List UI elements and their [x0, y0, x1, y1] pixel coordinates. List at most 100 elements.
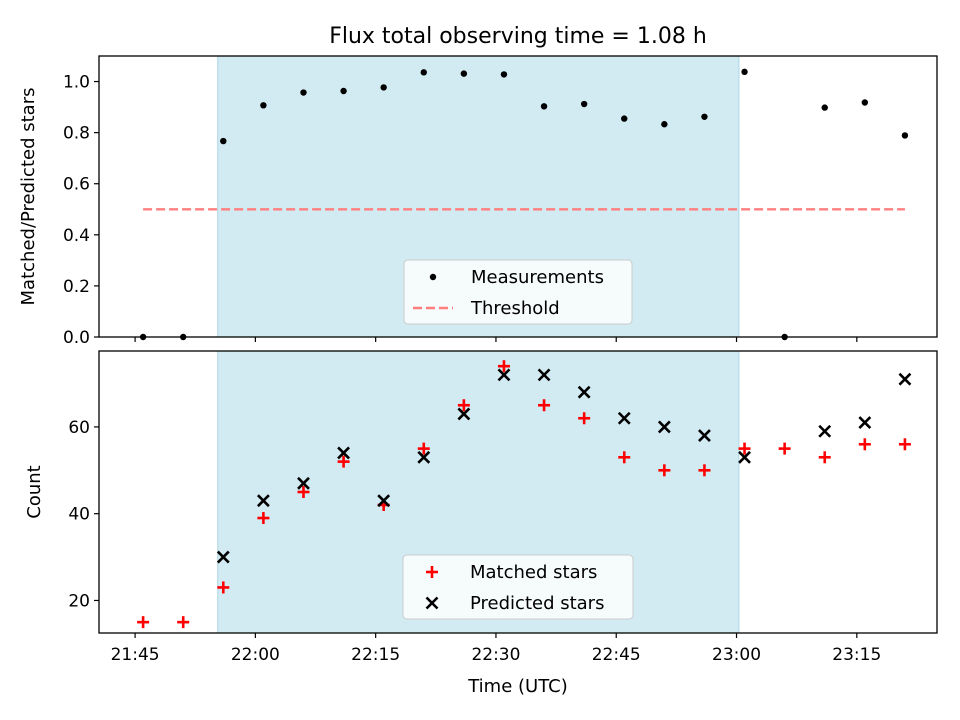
data-point-b — [698, 429, 711, 443]
y-tick-label: 0.2 — [63, 277, 90, 297]
y-tick-label: 40 — [68, 505, 90, 525]
data-point — [898, 438, 911, 451]
data-point — [738, 450, 751, 464]
y-tick-label: 20 — [68, 591, 90, 611]
data-point — [380, 84, 387, 91]
data-point — [497, 368, 511, 382]
data-point — [858, 438, 871, 451]
legend-marker-b — [425, 596, 439, 610]
data-point — [257, 512, 270, 525]
data-point — [137, 616, 150, 629]
legend: Measurements Threshold — [403, 259, 633, 325]
legend-label: Matched stars — [470, 562, 597, 583]
x-tick-label: 22:30 — [471, 645, 520, 665]
data-point — [580, 100, 588, 108]
data-point — [260, 102, 267, 109]
x-tick-label: 22:15 — [351, 645, 400, 665]
data-point — [618, 451, 631, 464]
x-tick-label: 23:00 — [712, 645, 761, 665]
data-point-b — [297, 476, 310, 490]
y-axis-label: Matched/Predicted stars — [18, 88, 39, 306]
data-point — [617, 411, 631, 425]
legend-marker — [426, 566, 438, 578]
data-point — [901, 132, 909, 139]
data-point — [898, 372, 912, 386]
x-tick-label: 23:15 — [832, 645, 881, 665]
data-point-b — [617, 411, 631, 425]
data-point-b — [858, 416, 872, 430]
y-axis-label: Count — [24, 465, 45, 518]
data-point — [577, 385, 591, 399]
data-point — [340, 87, 347, 95]
data-point-b — [457, 407, 471, 421]
y-tick-label: 60 — [68, 418, 90, 438]
series-predicted-stars — [216, 368, 912, 564]
data-point — [818, 451, 831, 464]
x-tick-label: 21:45 — [111, 645, 160, 665]
x-tick-label: 22:00 — [231, 645, 280, 665]
series-measurements — [139, 68, 909, 341]
data-point — [217, 581, 230, 594]
x-axis-label: Time (UTC) — [467, 676, 568, 697]
data-point-b — [577, 385, 591, 399]
data-point — [858, 416, 872, 430]
data-point-b — [738, 450, 751, 464]
data-point-b — [497, 368, 511, 382]
legend-label: Threshold — [470, 298, 560, 319]
data-point — [220, 137, 227, 145]
data-point — [661, 121, 668, 128]
data-point — [497, 360, 510, 373]
data-point — [417, 450, 431, 464]
data-point — [457, 407, 471, 421]
data-point-b — [256, 494, 270, 508]
data-point — [621, 115, 628, 122]
data-point — [578, 412, 591, 425]
ratio-panel: 0.0 0.2 0.4 0.6 0.8 1.0 Matched/Predicted star… — [18, 55, 938, 348]
data-point — [537, 368, 551, 382]
data-point — [500, 71, 508, 78]
legend-box — [402, 554, 634, 620]
data-point — [861, 99, 869, 106]
legend: Matched stars Predicted stars — [402, 554, 634, 620]
data-point — [540, 103, 548, 110]
legend-label: Measurements — [471, 267, 604, 288]
x-tick-label: 22:45 — [592, 645, 641, 665]
data-point — [741, 68, 748, 76]
y-tick-label: 1.0 — [63, 73, 90, 93]
y-tick-label: 0.0 — [63, 328, 90, 348]
data-point — [177, 616, 190, 629]
data-point — [300, 89, 307, 96]
data-point — [701, 113, 708, 120]
data-point-b — [337, 446, 351, 460]
data-point — [457, 399, 470, 412]
data-point — [420, 69, 427, 76]
count-panel: 20 40 60 21:45 22:00 22:15 22:30 22:45 23:00 23:1… — [24, 350, 938, 665]
data-point — [216, 550, 230, 564]
y-tick-label: 0.8 — [63, 124, 90, 144]
data-point — [337, 455, 350, 468]
data-point — [256, 494, 270, 508]
data-point — [297, 486, 310, 498]
legend-label: Predicted stars — [470, 593, 604, 614]
legend-marker — [429, 273, 437, 281]
data-point — [417, 442, 430, 455]
data-point — [698, 464, 711, 477]
y-tick-label: 0.4 — [63, 226, 90, 246]
data-point — [738, 442, 751, 455]
legend-marker — [425, 596, 439, 610]
data-point-b — [417, 450, 431, 464]
data-point-b — [898, 372, 912, 386]
data-point-b — [537, 368, 551, 382]
chart-title: Flux total observing time = 1.08 h — [329, 24, 707, 49]
data-point-b — [657, 420, 671, 434]
axes-frame — [98, 350, 938, 634]
data-point — [538, 399, 551, 412]
data-point — [297, 476, 310, 490]
data-point — [337, 446, 351, 460]
data-point — [657, 420, 671, 434]
data-point — [821, 104, 828, 111]
data-point — [818, 424, 832, 438]
y-tick-label: 0.6 — [63, 175, 90, 195]
series-matched-stars — [137, 360, 911, 629]
